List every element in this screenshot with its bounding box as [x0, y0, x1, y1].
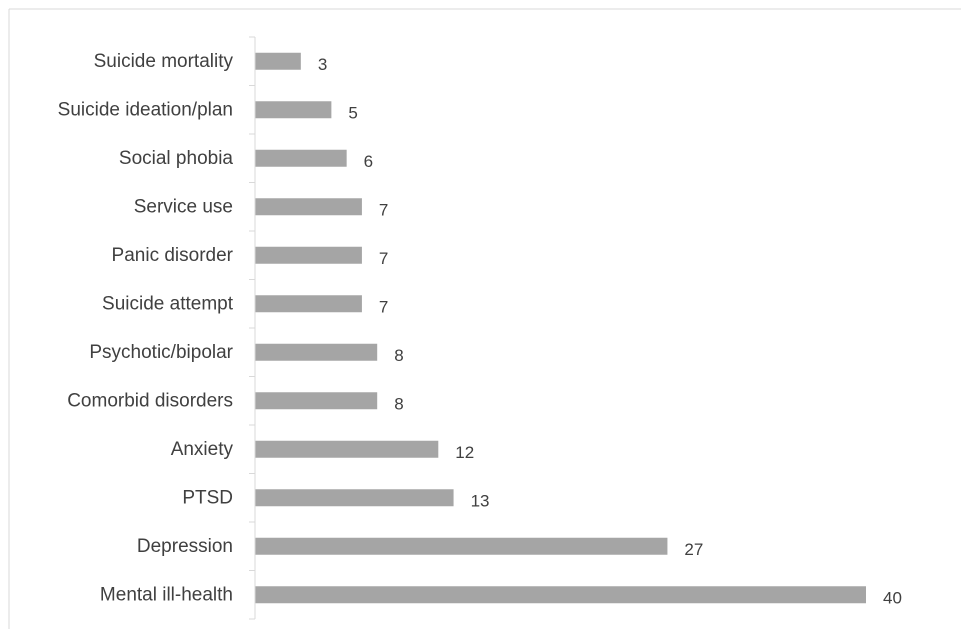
category-label: Anxiety: [171, 439, 234, 460]
bar: [255, 440, 439, 458]
bar: [255, 101, 332, 119]
bar: [255, 295, 362, 313]
bar: [255, 198, 362, 216]
data-label: 12: [455, 443, 474, 462]
category-label: PTSD: [182, 487, 233, 508]
data-label: 5: [348, 103, 357, 122]
data-label: 40: [883, 588, 902, 607]
category-label: Suicide ideation/plan: [58, 99, 233, 120]
category-label: Service use: [134, 196, 233, 217]
bar: [255, 246, 362, 264]
data-label: 7: [379, 249, 388, 268]
data-label: 7: [379, 200, 388, 219]
y-axis-ticks: [249, 36, 255, 620]
category-label: Suicide mortality: [94, 51, 234, 72]
bar: [255, 392, 378, 410]
bar: [255, 489, 454, 507]
data-label: 6: [364, 152, 373, 171]
category-label: Depression: [137, 536, 233, 557]
data-label: 13: [471, 491, 490, 510]
bar: [255, 343, 378, 361]
bars-group: [255, 52, 866, 604]
data-label: 27: [684, 540, 703, 559]
category-label: Mental ill-health: [100, 584, 233, 605]
data-label: 3: [318, 55, 327, 74]
data-label: 8: [394, 394, 403, 413]
data-label: 8: [394, 346, 403, 365]
category-label: Psychotic/bipolar: [89, 342, 233, 363]
category-label: Comorbid disorders: [67, 390, 233, 411]
bar: [255, 149, 347, 167]
bar: [255, 537, 668, 555]
category-label: Panic disorder: [112, 245, 234, 266]
bar: [255, 52, 301, 70]
category-label: Social phobia: [119, 148, 234, 169]
value-labels: 3 5 6 7 7 7 8 8 12 13 27 40: [318, 55, 902, 608]
bar: [255, 586, 866, 604]
category-label: Suicide attempt: [102, 293, 234, 314]
category-labels: Suicide mortality Suicide ideation/plan So…: [58, 51, 234, 606]
data-label: 7: [379, 297, 388, 316]
